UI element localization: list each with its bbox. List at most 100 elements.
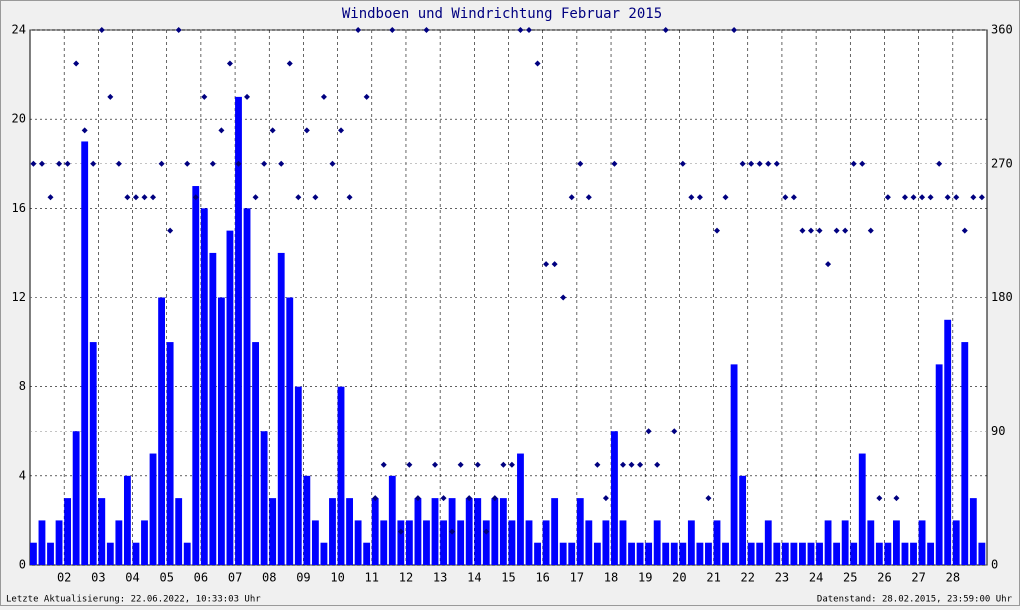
direction-point [167, 227, 174, 234]
gust-bar [781, 542, 789, 565]
gust-bar [576, 498, 584, 565]
direction-point [64, 160, 71, 167]
gust-bar [517, 453, 524, 565]
direction-point [414, 495, 421, 502]
gust-bar [739, 475, 747, 565]
gust-bar [816, 542, 823, 565]
gust-bar [841, 520, 849, 565]
gust-bar [636, 542, 644, 565]
gust-bar [286, 297, 294, 565]
gust-bar [235, 96, 242, 565]
gust-bar [534, 542, 541, 565]
x-tick-label: 05 [159, 571, 173, 585]
gust-bar [474, 498, 482, 565]
gust-bar [687, 520, 695, 565]
x-tick-label: 26 [877, 571, 891, 585]
gust-bar [311, 520, 319, 565]
direction-point [73, 60, 80, 67]
x-tick-label: 03 [91, 571, 105, 585]
direction-point [526, 27, 533, 33]
direction-point [577, 160, 584, 167]
gust-bar [628, 542, 635, 565]
gust-bar [824, 520, 832, 565]
x-tick-label: 24 [809, 571, 823, 585]
gust-bar [294, 386, 302, 565]
gust-bar [252, 342, 259, 565]
gust-bar [132, 542, 140, 565]
gust-bar [158, 297, 166, 565]
chart-title: Windboen und Windrichtung Februar 2015 [342, 6, 662, 22]
x-tick-label: 11 [365, 571, 379, 585]
gust-bar [482, 520, 490, 565]
footer-left: Letzte Aktualisierung: 22.06.2022, 10:33… [6, 595, 261, 605]
direction-point [773, 160, 780, 167]
gust-bar [645, 542, 653, 565]
gust-bar [867, 520, 875, 565]
direction-point [756, 160, 763, 167]
gust-bar [833, 542, 841, 565]
direction-point [816, 227, 823, 234]
direction-point [432, 461, 439, 468]
direction-point [286, 60, 293, 67]
direction-point [115, 160, 122, 167]
gust-bar [277, 252, 285, 565]
direction-point [790, 194, 797, 201]
direction-point [295, 194, 302, 201]
direction-point [585, 194, 592, 201]
gust-bar [243, 208, 251, 566]
gust-bar [269, 498, 277, 565]
direction-point [705, 495, 712, 502]
gust-bar [910, 542, 917, 565]
direction-point [825, 261, 832, 268]
gust-bar [106, 542, 114, 565]
direction-point [696, 194, 703, 201]
direction-point [534, 60, 541, 67]
gust-bar [850, 542, 858, 565]
direction-point [910, 194, 917, 201]
gust-bar [705, 542, 712, 565]
direction-point [671, 428, 678, 435]
x-tick-label: 23 [775, 571, 789, 585]
direction-point [884, 194, 891, 201]
direction-point [594, 461, 601, 468]
gust-bar [593, 542, 601, 565]
gust-bar [183, 542, 191, 565]
direction-point [833, 227, 840, 234]
gust-bar [653, 520, 661, 565]
gust-bar [662, 542, 670, 565]
gust-bar [260, 431, 268, 565]
direction-point [679, 160, 686, 167]
direction-point [81, 127, 88, 134]
gust-bar [722, 542, 729, 565]
gust-bar [431, 498, 439, 565]
direction-point [107, 93, 114, 100]
gust-bar [551, 498, 559, 565]
x-tick-label: 25 [843, 571, 857, 585]
gust-bar [670, 542, 678, 565]
gust-bar [414, 498, 422, 565]
gust-bar [969, 498, 977, 565]
gust-bar [559, 542, 567, 565]
direction-point [560, 294, 567, 301]
y2-tick-label: 360 [991, 23, 1013, 37]
direction-point [628, 461, 635, 468]
gust-bar [55, 520, 63, 565]
direction-point [500, 461, 507, 468]
direction-point [244, 93, 251, 100]
direction-point [30, 160, 37, 167]
gust-bar [141, 520, 148, 565]
direction-point [158, 160, 165, 167]
gust-bar [209, 252, 217, 565]
y-tick-label: 16 [12, 201, 26, 215]
direction-point [491, 495, 498, 502]
gust-bar [884, 542, 892, 565]
y-tick-label: 0 [19, 558, 26, 572]
direction-point [807, 227, 814, 234]
direction-point [192, 194, 199, 201]
direction-point [329, 160, 336, 167]
gust-bar [730, 364, 738, 565]
gust-bar [961, 342, 969, 565]
y-tick-label: 12 [12, 290, 26, 304]
direction-point [406, 461, 413, 468]
